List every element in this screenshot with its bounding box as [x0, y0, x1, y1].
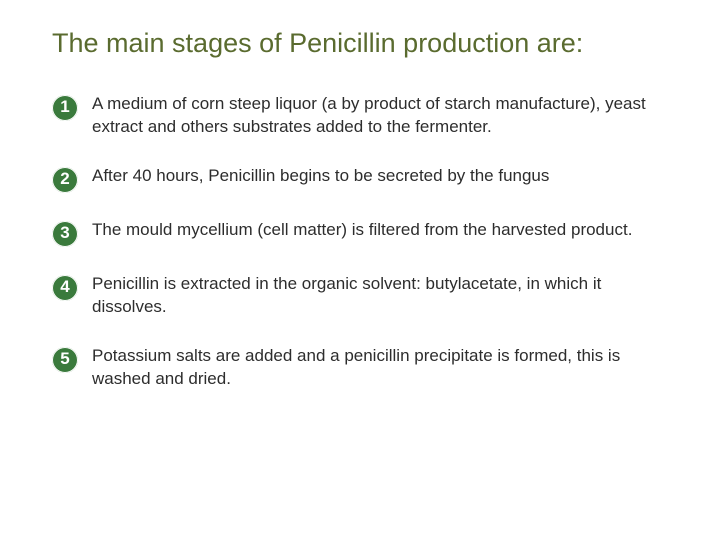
stage-item: 1 A medium of corn steep liquor (a by pro… [52, 93, 668, 139]
stage-text: After 40 hours, Penicillin begins to be … [92, 165, 668, 188]
stage-text: A medium of corn steep liquor (a by prod… [92, 93, 668, 139]
stage-text: Penicillin is extracted in the organic s… [92, 273, 668, 319]
stage-text: Potassium salts are added and a penicill… [92, 345, 668, 391]
stage-item: 2 After 40 hours, Penicillin begins to be… [52, 165, 668, 193]
stage-number-badge: 4 [52, 275, 78, 301]
stage-number-badge: 1 [52, 95, 78, 121]
stage-number-badge: 5 [52, 347, 78, 373]
stage-item: 3 The mould mycellium (cell matter) is fi… [52, 219, 668, 247]
slide-title: The main stages of Penicillin production… [52, 28, 668, 59]
stage-text: The mould mycellium (cell matter) is fil… [92, 219, 668, 242]
stages-list: 1 A medium of corn steep liquor (a by pro… [52, 93, 668, 391]
stage-number-badge: 2 [52, 167, 78, 193]
stage-item: 5 Potassium salts are added and a penicil… [52, 345, 668, 391]
slide: The main stages of Penicillin production… [0, 0, 720, 540]
stage-number-badge: 3 [52, 221, 78, 247]
stage-item: 4 Penicillin is extracted in the organic … [52, 273, 668, 319]
